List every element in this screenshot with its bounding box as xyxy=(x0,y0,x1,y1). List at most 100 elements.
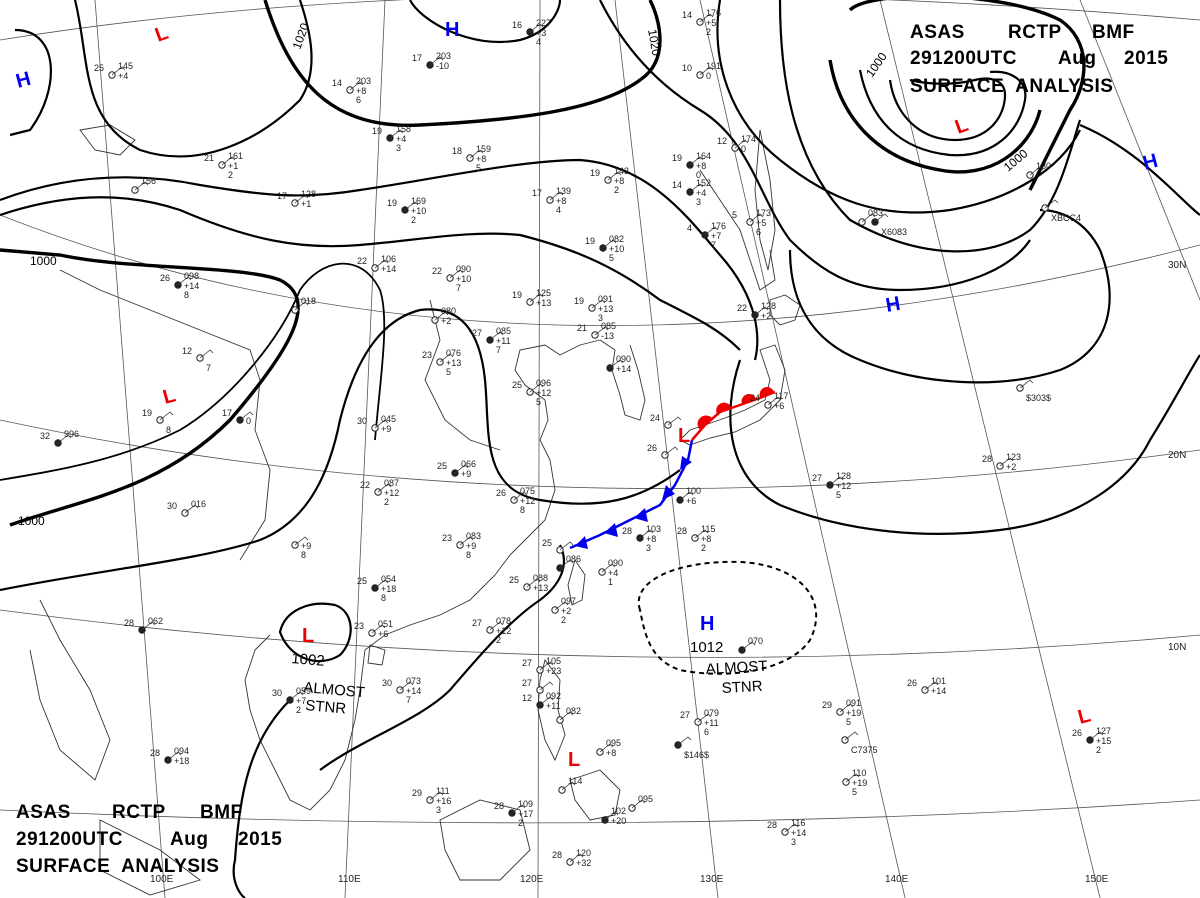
wind-barb xyxy=(429,791,444,801)
high-center-value: 1012 xyxy=(690,639,723,656)
isobar-2 xyxy=(73,0,313,158)
isobar-7 xyxy=(0,262,386,481)
wind-barb xyxy=(429,56,444,66)
wind-barb xyxy=(454,464,469,474)
wind-barb xyxy=(549,191,564,201)
station-pressure: 145 xyxy=(118,61,133,71)
station-tendency: +12 xyxy=(520,496,535,506)
station-temp: 12 xyxy=(182,346,192,356)
station-plot: 27 xyxy=(522,678,554,694)
yangtze-basin xyxy=(424,299,501,451)
station-extra: 3 xyxy=(436,805,441,815)
wind-barb xyxy=(529,383,544,393)
station-temp: 19 xyxy=(372,126,382,136)
station-pressure: 227 xyxy=(536,18,551,28)
station-pressure: 075 xyxy=(520,486,535,496)
station-plot: 097+22 xyxy=(551,596,576,625)
station-tendency: +18 xyxy=(174,756,189,766)
meridian-130e xyxy=(614,0,719,898)
station-plot: 26 075+128 xyxy=(496,486,535,515)
station-temp: 25 xyxy=(509,575,519,585)
isobar-4 xyxy=(0,158,759,361)
station-extra: 3 xyxy=(598,313,603,323)
station-plot: 21 085-13 xyxy=(577,321,616,341)
wind-barb xyxy=(839,703,854,713)
lat-label: 10N xyxy=(1168,642,1186,653)
warm-front-bump-2 xyxy=(716,402,731,414)
wind-barb xyxy=(184,504,199,514)
station-tendency: +5 xyxy=(706,18,716,28)
station-plot: 110+195 xyxy=(842,768,867,797)
wind-barb xyxy=(167,751,182,761)
station-extra: 8 xyxy=(184,290,189,300)
wind-barb xyxy=(489,331,504,341)
wind-barb xyxy=(845,773,860,783)
isobar-low-ne-3 xyxy=(888,77,1007,142)
station-pressure: 127 xyxy=(1096,726,1111,736)
header-line1-code: BMF xyxy=(200,802,243,823)
wind-barb xyxy=(289,691,304,701)
isobar-6 xyxy=(0,308,681,592)
station-extra: 8 xyxy=(301,550,306,560)
wind-barb xyxy=(607,171,622,181)
wind-barb xyxy=(1029,166,1044,176)
station-plot: 26 098+148 xyxy=(160,271,199,300)
station-pressure: 059 xyxy=(296,686,311,696)
station-pressure: 156 xyxy=(141,176,156,186)
station-plot: 30 016 xyxy=(167,499,206,517)
header-line3-title: SURFACE ANALYSIS xyxy=(16,856,219,877)
wind-barb xyxy=(754,306,769,316)
station-plot: +98 xyxy=(291,536,311,560)
warm-front-bump-3 xyxy=(741,394,756,404)
station-pressure: 083 xyxy=(466,531,481,541)
station-pressure: 128 xyxy=(301,189,316,199)
wind-barb xyxy=(697,713,712,723)
station-pressure: 090 xyxy=(608,558,623,568)
indochina xyxy=(244,634,366,811)
station-plot: 095 xyxy=(628,794,653,812)
lon-label: 110E xyxy=(338,874,361,885)
station-plot: 25 145+4 xyxy=(94,61,133,81)
low-center: L xyxy=(1076,704,1093,728)
station-tendency: +14 xyxy=(406,686,421,696)
wind-barb xyxy=(594,326,609,336)
station-plot: 27 128+125 xyxy=(812,471,851,500)
station-tendency: +10 xyxy=(411,206,426,216)
station-tendency: +8 xyxy=(556,196,566,206)
station-temp: 22 xyxy=(432,266,442,276)
india-bay xyxy=(29,599,111,781)
station-extra: 6 xyxy=(756,227,761,237)
isobar-1020b xyxy=(599,0,1031,292)
wind-barb xyxy=(111,66,126,76)
station-extra: 2 xyxy=(384,497,389,507)
station-pressure: 096 xyxy=(536,378,551,388)
station-pressure: 128 xyxy=(836,471,851,481)
wind-barb xyxy=(513,491,528,501)
station-plot: 17 0 xyxy=(222,408,254,426)
lat-label: 30N xyxy=(1168,260,1186,271)
station-temp: 24 xyxy=(750,393,760,403)
station-tendency: +14 xyxy=(931,686,946,696)
station-temp: 14 xyxy=(682,10,692,20)
station-temp: 19 xyxy=(590,168,600,178)
wind-barb xyxy=(559,541,574,551)
station-plot: 19 169+102 xyxy=(387,196,426,225)
station-pressure: 095 xyxy=(638,794,653,804)
lat-label: 20N xyxy=(1168,450,1186,461)
wind-barb xyxy=(469,149,484,159)
wind-barb xyxy=(177,276,192,286)
isobar-1000-ne xyxy=(848,0,1086,191)
wind-barb xyxy=(539,681,554,691)
station-pressure: 098 xyxy=(184,271,199,281)
station-temp: 30 xyxy=(357,416,367,426)
station-extra: 5 xyxy=(852,787,857,797)
station-plot: 28 094+18 xyxy=(150,746,189,766)
station-temp: 17 xyxy=(532,188,542,198)
station-plot: 23 051+6 xyxy=(354,619,393,639)
station-plot: 5 173+56 xyxy=(732,208,771,237)
station-tendency: +13 xyxy=(536,298,551,308)
parallel-0 xyxy=(0,799,1200,824)
station-plot: 23 076+135 xyxy=(422,348,461,377)
wind-barb xyxy=(664,446,679,456)
